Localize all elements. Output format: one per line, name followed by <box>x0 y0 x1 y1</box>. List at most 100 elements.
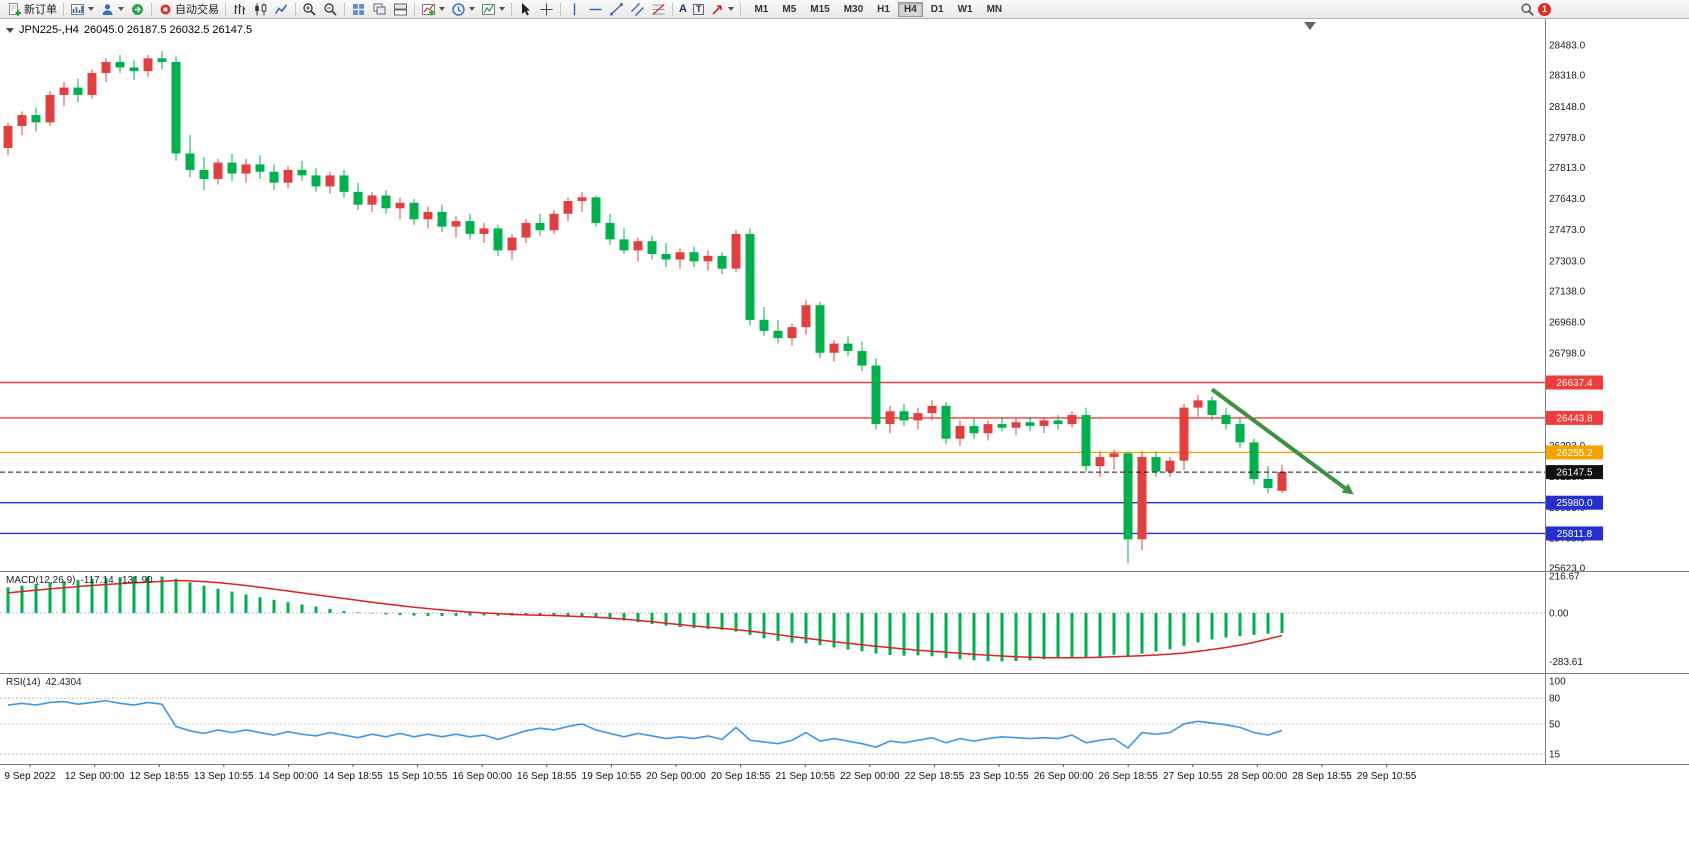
time-axis-label: 22 Sep 00:00 <box>840 771 900 782</box>
text-tool-icon: A <box>679 2 687 15</box>
candlestick-icon <box>255 3 267 15</box>
text-tool-button[interactable]: A <box>676 1 690 18</box>
candle-up <box>1137 456 1147 540</box>
candle-down <box>899 411 909 421</box>
cascade-windows-button[interactable] <box>369 1 390 18</box>
crosshair-icon <box>540 3 553 15</box>
line-chart-icon <box>274 4 288 14</box>
price-badge-label: 25980.0 <box>1556 498 1593 509</box>
candle-down <box>689 252 699 262</box>
candle-up <box>633 241 643 251</box>
arrows-tool-button[interactable] <box>707 1 737 18</box>
horizontal-line-tool-button[interactable] <box>585 1 606 18</box>
timeframe-button-m1[interactable]: M1 <box>748 2 774 17</box>
horizontal-line-icon <box>589 8 602 10</box>
text-label-tool-button[interactable]: T <box>690 1 708 18</box>
cursor-button[interactable] <box>515 1 536 18</box>
timeframe-button-h1[interactable]: H1 <box>871 2 896 17</box>
price-axis-label: 26798.0 <box>1549 349 1586 360</box>
timeframe-button-m30[interactable]: M30 <box>838 2 869 17</box>
candle-down <box>311 175 321 187</box>
time-axis-label: 16 Sep 00:00 <box>452 771 512 782</box>
candle-up <box>507 237 517 251</box>
candle-up <box>451 221 461 227</box>
one-click-trading-toggle[interactable] <box>6 27 14 33</box>
candle-up <box>801 305 811 328</box>
vertical-line-tool-button[interactable] <box>564 1 585 18</box>
candle-down <box>1123 453 1133 540</box>
timeframe-button-d1[interactable]: D1 <box>925 2 950 17</box>
profiles-button[interactable] <box>97 1 127 18</box>
channel-tool-button[interactable] <box>627 1 648 18</box>
macd-axis-label: 216.67 <box>1549 571 1580 582</box>
macd-panel[interactable]: 216.67 0.00 -283.61 <box>0 571 1689 673</box>
tile-horizontal-button[interactable] <box>390 1 411 18</box>
templates-button[interactable] <box>478 1 508 18</box>
time-axis-label: 21 Sep 10:55 <box>775 771 835 782</box>
timeframe-button-w1[interactable]: W1 <box>952 2 979 17</box>
candle-down <box>1249 442 1259 479</box>
timeframe-button-h4[interactable]: H4 <box>897 1 923 17</box>
candle-down <box>465 221 475 234</box>
toolbar-separator <box>295 2 296 16</box>
new-order-button[interactable]: 新订单 <box>4 1 60 18</box>
bar-chart-mode-button[interactable] <box>229 1 250 18</box>
trendline-tool-button[interactable] <box>606 1 627 18</box>
time-axis-label: 12 Sep 00:00 <box>65 771 125 782</box>
toolbar-separator <box>414 2 415 16</box>
fibonacci-tool-button[interactable] <box>648 1 669 18</box>
candle-up <box>1109 453 1119 457</box>
chart-shift-marker[interactable] <box>1304 22 1316 30</box>
candle-down <box>353 191 363 205</box>
autotrading-button[interactable]: 自动交易 <box>155 1 222 18</box>
candle-down <box>409 202 419 220</box>
timeframe-button-m15[interactable]: M15 <box>804 2 835 17</box>
navigator-icon <box>132 3 143 15</box>
time-axis[interactable]: 9 Sep 2022 12 Sep 00:00 12 Sep 18:55 13 Sep… <box>0 764 1689 789</box>
price-axis-label: 28148.0 <box>1549 102 1586 113</box>
zoom-in-button[interactable] <box>299 1 320 18</box>
candle-down <box>871 365 881 425</box>
candle-down <box>171 62 181 154</box>
tile-windows-button[interactable] <box>348 1 369 18</box>
search-icon <box>1521 2 1534 16</box>
price-badge-label: 26147.5 <box>1556 468 1593 479</box>
candle-down <box>773 330 783 339</box>
candle-up <box>703 255 713 262</box>
toolbar-separator <box>740 2 742 16</box>
zoom-out-button[interactable] <box>320 1 341 18</box>
candle-up <box>955 425 965 439</box>
line-chart-mode-button[interactable] <box>271 1 292 18</box>
candle-up <box>927 405 937 414</box>
cursor-icon <box>522 2 530 15</box>
dropdown-arrow-icon <box>728 7 735 11</box>
time-axis-label: 22 Sep 18:55 <box>905 771 965 782</box>
time-axis-label: 28 Sep 00:00 <box>1228 771 1288 782</box>
candle-down <box>1053 420 1063 425</box>
rsi-panel[interactable]: 100 80 50 15 <box>0 673 1689 764</box>
timeframe-button-m5[interactable]: M5 <box>776 2 802 17</box>
periods-button[interactable] <box>448 1 478 18</box>
new-chart-button[interactable] <box>67 1 97 18</box>
candle-up <box>1067 414 1077 425</box>
indicators-button[interactable] <box>418 1 448 18</box>
crosshair-button[interactable] <box>536 1 557 18</box>
candle-down <box>269 171 279 183</box>
price-axis-label: 26968.0 <box>1549 318 1586 329</box>
timeframe-toolbar: M1 M5 M15 M30 H1 H4 D1 W1 MN <box>747 1 1009 17</box>
search-button[interactable] <box>1517 1 1538 18</box>
candlestick-mode-button[interactable] <box>250 1 271 18</box>
trend-arrow[interactable] <box>1210 387 1347 490</box>
navigator-button[interactable] <box>127 1 148 18</box>
time-axis-label: 12 Sep 18:55 <box>129 771 189 782</box>
candle-up <box>1277 472 1287 491</box>
candle-down <box>255 164 265 172</box>
timeframe-button-mn[interactable]: MN <box>981 2 1009 17</box>
candle-up <box>1095 456 1105 467</box>
candle-up <box>423 211 433 220</box>
price-chart[interactable]: 28483.0 28318.0 28148.0 27978.0 27813.0 27643… <box>0 19 1689 571</box>
price-badge <box>1546 465 1603 480</box>
notification-badge[interactable]: 1 <box>1538 2 1551 16</box>
dropdown-arrow-icon <box>88 7 94 11</box>
candle-up <box>787 327 797 339</box>
